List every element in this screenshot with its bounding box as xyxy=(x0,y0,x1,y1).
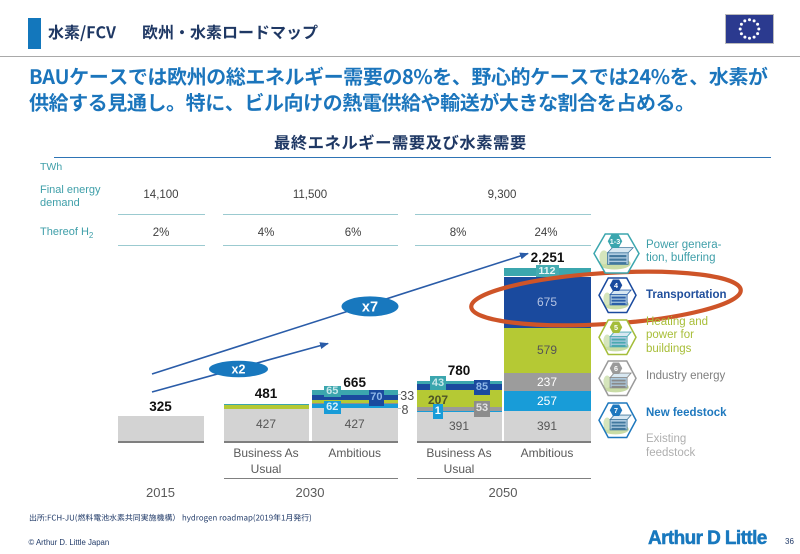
svg-text:7: 7 xyxy=(614,406,618,415)
svg-text:1-3: 1-3 xyxy=(610,237,620,246)
svg-text:x2: x2 xyxy=(232,363,246,377)
svg-text:x7: x7 xyxy=(362,299,378,315)
svg-text:4: 4 xyxy=(614,281,618,290)
svg-text:5: 5 xyxy=(614,323,618,332)
svg-text:6: 6 xyxy=(614,364,618,373)
